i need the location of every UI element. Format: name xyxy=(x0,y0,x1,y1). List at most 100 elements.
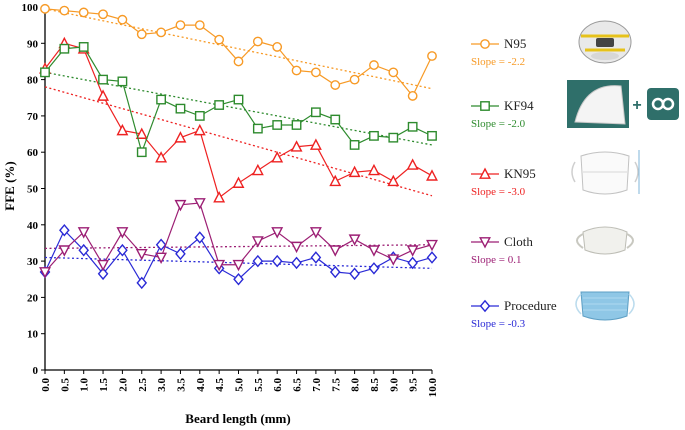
data-series xyxy=(39,3,438,290)
kf94-point xyxy=(407,121,418,132)
y-tick-label: 0 xyxy=(33,365,39,377)
kf94-point xyxy=(175,103,186,114)
legend-item-procedure: Procedure Slope = -0.3 xyxy=(471,291,635,330)
cloth-point xyxy=(97,259,110,272)
legend-label: N95 xyxy=(504,36,526,51)
n95-point xyxy=(272,42,283,52)
legend-label: Procedure xyxy=(504,298,557,313)
legend-label: KF94 xyxy=(504,98,534,113)
kn95-point xyxy=(97,89,110,101)
kn95-mask-icon xyxy=(571,150,640,195)
x-tick-label: 1.5 xyxy=(98,378,110,392)
cloth-point xyxy=(387,254,400,266)
n95-point xyxy=(349,74,360,85)
legend-slope-label: Slope = -2.2 xyxy=(471,56,525,68)
cloth-point xyxy=(77,227,90,239)
kn95-point xyxy=(309,138,322,150)
n95-point xyxy=(214,34,225,45)
x-tick-label: 2.5 xyxy=(137,378,149,392)
y-tick-label: 90 xyxy=(27,38,39,50)
kf94-point xyxy=(369,130,379,141)
kn95-point xyxy=(348,165,361,178)
procedure-point xyxy=(175,247,186,261)
y-tick-label: 10 xyxy=(27,329,39,341)
cloth-point xyxy=(213,259,226,272)
legend: N95 Slope = -2.2 KF94 Slope = -2.0 + KN95 Slop… xyxy=(471,20,679,330)
n95-point xyxy=(117,14,128,25)
y-tick-label: 100 xyxy=(22,2,39,14)
kn95-point xyxy=(271,151,284,163)
legend-marker xyxy=(479,167,491,179)
x-tick-label: 9.5 xyxy=(408,378,420,392)
cloth-point xyxy=(39,267,51,279)
legend-marker xyxy=(480,39,490,49)
n95-point xyxy=(252,36,263,47)
n95-point xyxy=(136,29,147,40)
procedure-point xyxy=(136,276,148,290)
procedure-point xyxy=(426,251,438,264)
n95-point xyxy=(233,56,244,67)
n95-point xyxy=(194,20,205,31)
n95-point xyxy=(98,9,108,20)
cloth-point xyxy=(193,198,206,210)
procedure-point xyxy=(97,267,109,281)
kf94-point xyxy=(40,67,50,78)
kn95-point xyxy=(387,174,400,187)
cloth-point xyxy=(116,227,129,239)
cloth-point xyxy=(251,236,264,248)
kn95-point xyxy=(251,163,264,176)
legend-slope-label: Slope = -2.0 xyxy=(471,118,526,130)
kf94-point xyxy=(252,123,263,134)
x-tick-label: 1.0 xyxy=(79,378,91,392)
x-tick-label: 7.5 xyxy=(330,378,342,392)
legend-marker xyxy=(479,237,491,249)
x-tick-label: 8.0 xyxy=(350,378,362,392)
kn95-point xyxy=(116,123,129,136)
x-tick-label: 9.0 xyxy=(388,378,400,392)
procedure-point xyxy=(194,231,206,244)
legend-marker xyxy=(480,101,490,111)
legend-slope-label: Slope = -3.0 xyxy=(471,186,526,198)
procedure-point xyxy=(407,256,418,270)
n95-point xyxy=(59,5,70,16)
kn95-point xyxy=(367,163,380,176)
kf94-point xyxy=(214,100,225,110)
y-tick-label: 20 xyxy=(27,292,39,304)
axes: 0 10 20 30 40 50 60 70 80 90 100 0.0 0.5 1.0 1.5 2.0 2.5… xyxy=(22,2,440,397)
x-tick-label: 5.5 xyxy=(253,378,265,392)
n95-point xyxy=(78,7,89,18)
legend-item-kf94: KF94 Slope = -2.0 + xyxy=(471,80,679,130)
kf94-point xyxy=(117,76,128,87)
kn95-point xyxy=(232,176,245,188)
y-tick-label: 30 xyxy=(27,256,39,268)
procedure-point xyxy=(368,262,380,275)
n95-point xyxy=(310,67,321,78)
procedure-point xyxy=(291,256,302,270)
kf94-point xyxy=(427,130,437,141)
cloth-mask-icon xyxy=(576,226,634,255)
y-tick-label: 50 xyxy=(27,184,39,196)
legend-slope-label: Slope = 0.1 xyxy=(471,254,522,266)
kf94-point xyxy=(330,114,341,125)
procedure-point xyxy=(329,265,341,279)
x-tick-label: 4.5 xyxy=(214,378,226,392)
x-tick-label: 10.0 xyxy=(427,378,439,398)
y-tick-label: 60 xyxy=(27,147,39,159)
x-tick-label: 3.0 xyxy=(156,378,168,392)
x-tick-label: 0.5 xyxy=(59,378,71,392)
n95-point xyxy=(407,91,418,101)
procedure-point xyxy=(310,251,322,264)
y-tick-label: 80 xyxy=(27,75,39,87)
procedure-point xyxy=(233,272,244,286)
x-tick-label: 3.5 xyxy=(175,378,187,392)
procedure-series xyxy=(39,223,438,290)
cloth-point xyxy=(135,248,148,261)
procedure-point xyxy=(59,223,70,237)
x-tick-label: 8.5 xyxy=(369,378,381,392)
procedure-point xyxy=(117,243,128,257)
kn95-point xyxy=(135,127,148,139)
kf94-point xyxy=(136,147,147,158)
cloth-point xyxy=(329,245,342,257)
cloth-point xyxy=(155,252,168,264)
